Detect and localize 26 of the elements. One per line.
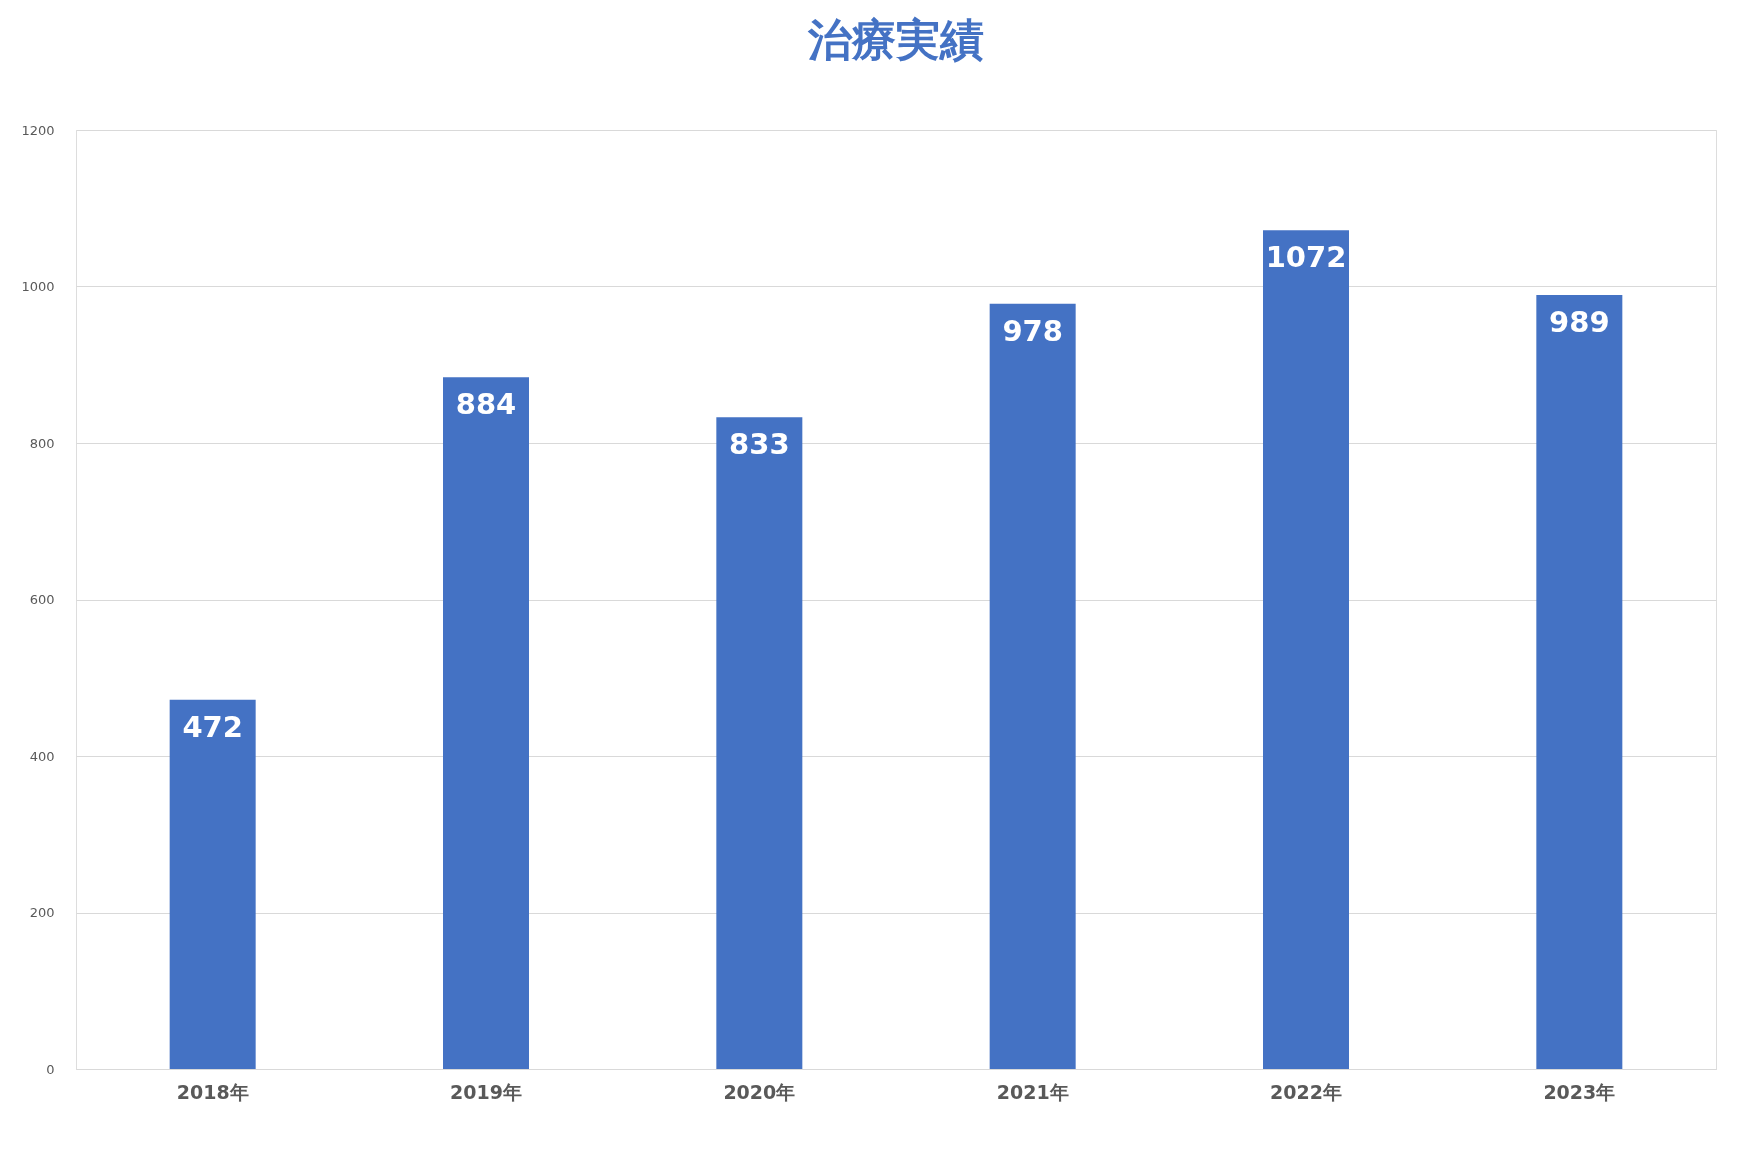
- y-tick-label: 1200: [21, 122, 55, 138]
- bar: [1263, 230, 1349, 1069]
- data-label: 884: [455, 387, 517, 422]
- x-tick-label: 2023年: [1543, 1080, 1616, 1103]
- x-tick-label: 2018年: [176, 1080, 249, 1103]
- x-tick-label: 2020年: [723, 1080, 796, 1103]
- data-label: 989: [1549, 305, 1610, 340]
- y-tick-label: 200: [29, 905, 55, 920]
- chart-title: 治療実績: [807, 14, 984, 65]
- y-tick-label: 1000: [21, 279, 55, 294]
- x-tick-label: 2021年: [996, 1080, 1069, 1103]
- bar: [169, 699, 256, 1069]
- y-tick-label: 0: [46, 1061, 55, 1077]
- y-tick-label: 800: [29, 435, 55, 451]
- bar: [1536, 295, 1623, 1069]
- x-tick-label: 2019年: [450, 1080, 522, 1103]
- bar: [716, 417, 803, 1069]
- data-label: 1072: [1265, 240, 1347, 275]
- y-tick-label: 400: [29, 748, 55, 764]
- data-label: 472: [182, 709, 243, 744]
- bar: [989, 303, 1076, 1069]
- y-tick-label: 600: [29, 592, 55, 607]
- data-label: 833: [729, 427, 790, 462]
- bar: [443, 377, 529, 1069]
- x-tick-label: 2022年: [1270, 1080, 1342, 1103]
- data-label: 978: [1002, 313, 1063, 348]
